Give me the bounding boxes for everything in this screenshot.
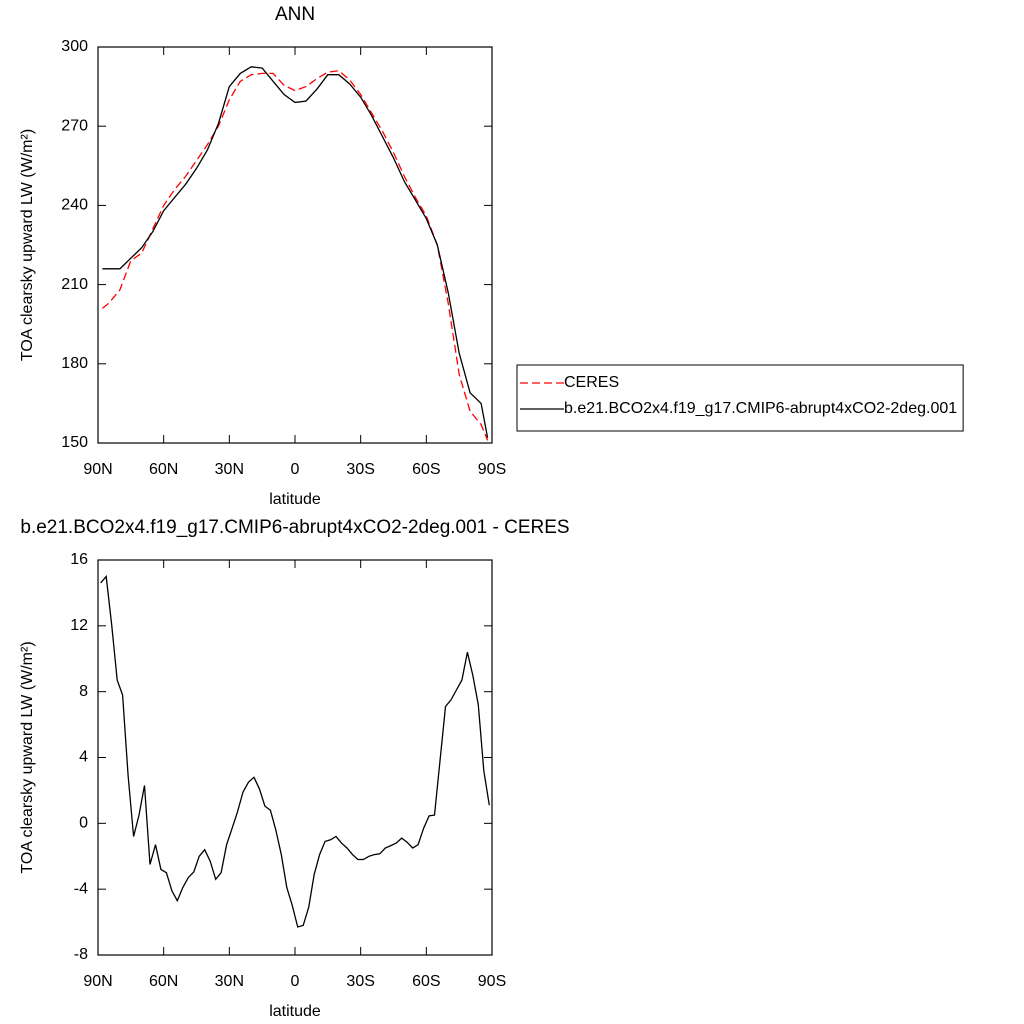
series-line [102, 66, 489, 438]
series-line [101, 70, 489, 441]
x-tick-label: 90N [83, 461, 112, 478]
legend-box [516, 364, 964, 432]
y-tick-label: 270 [61, 117, 88, 134]
x-tick-label: 60S [412, 461, 440, 478]
y-tick-label: 8 [79, 683, 88, 700]
x-axis-label: latitude [269, 491, 321, 508]
y-tick-label: 210 [61, 276, 88, 293]
x-tick-label: 60N [149, 461, 178, 478]
y-tick-label: 180 [61, 355, 88, 372]
legend: CERES b.e21.BCO2x4.f19_g17.CMIP6-abrupt4x… [516, 364, 964, 432]
x-tick-label: 0 [291, 973, 300, 990]
x-tick-label: 30S [346, 973, 374, 990]
x-tick-label: 30N [215, 461, 244, 478]
y-tick-label: 12 [70, 617, 88, 634]
y-axis-label: TOA clearsky upward LW (W/m²) [19, 129, 36, 361]
y-axis-label: TOA clearsky upward LW (W/m²) [19, 641, 36, 873]
x-tick-label: 30N [215, 973, 244, 990]
chart-title: ANN [275, 4, 315, 25]
y-tick-label: -4 [74, 880, 88, 897]
x-tick-label: 0 [291, 461, 300, 478]
x-tick-label: 90S [478, 973, 506, 990]
x-tick-label: 30S [346, 461, 374, 478]
y-tick-label: 4 [79, 749, 88, 766]
x-axis-label: latitude [269, 1003, 321, 1020]
x-tick-label: 90S [478, 461, 506, 478]
legend-label: b.e21.BCO2x4.f19_g17.CMIP6-abrupt4xCO2-2… [564, 400, 957, 417]
plot-frame [97, 46, 493, 444]
chart-title: b.e21.BCO2x4.f19_g17.CMIP6-abrupt4xCO2-2… [20, 517, 569, 538]
y-tick-label: 240 [61, 197, 88, 214]
y-tick-label: 150 [61, 434, 88, 451]
plot-frame [97, 559, 493, 956]
series-line [100, 574, 490, 928]
x-tick-label: 60S [412, 973, 440, 990]
y-tick-label: 0 [79, 815, 88, 832]
x-tick-label: 90N [83, 973, 112, 990]
legend-label: CERES [564, 374, 619, 391]
y-tick-label: -8 [74, 946, 88, 963]
x-tick-label: 60N [149, 973, 178, 990]
y-tick-label: 300 [61, 38, 88, 55]
y-tick-label: 16 [70, 551, 88, 568]
